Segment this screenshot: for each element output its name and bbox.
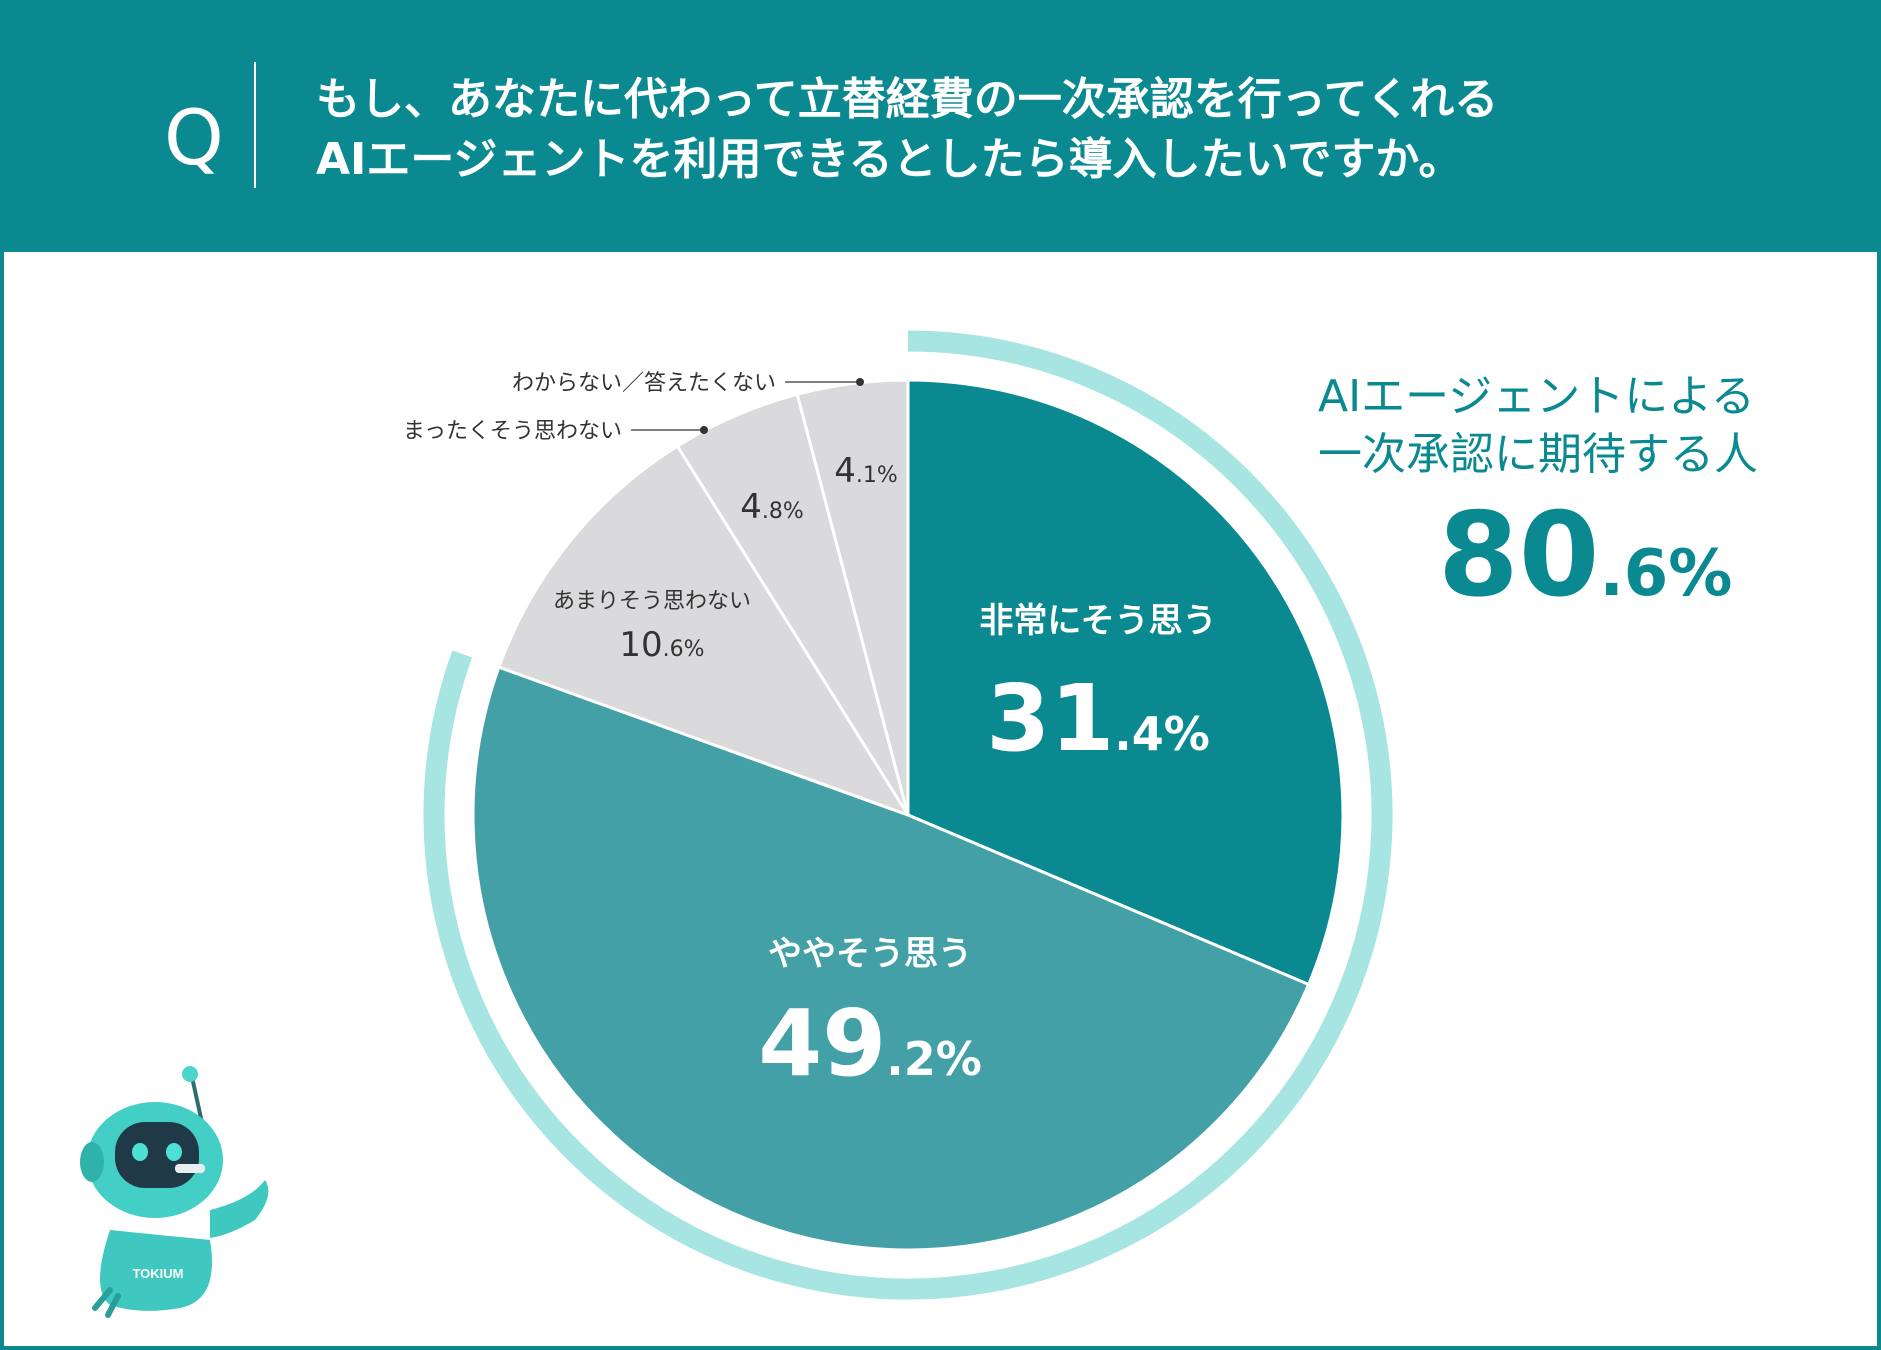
question-line-2: AIエージェントを利用できるとしたら導入したいですか。: [316, 134, 1463, 185]
slice-value: 4.1%: [834, 451, 898, 491]
callout-total: 80.6%: [1438, 498, 1838, 614]
callout-total-dec: .6%: [1599, 537, 1733, 611]
q-label: Q: [164, 93, 224, 182]
slice-label: ややそう思う: [768, 934, 972, 974]
highlight-ring: [423, 330, 1393, 1300]
pie-slice: [795, 378, 910, 817]
pie-slice: [471, 665, 1311, 1252]
slice-value: 31.4%: [986, 665, 1210, 772]
question-line-1: もし、あなたに代わって立替経費の一次承認を行ってくれる: [316, 74, 1499, 125]
leader-dot: [700, 426, 708, 434]
callout-line-1: AIエージェントによる: [1318, 371, 1755, 422]
slice-value: 10.6%: [619, 625, 704, 665]
slice-label: 非常にそう思う: [979, 601, 1216, 641]
leader-dot: [856, 378, 864, 386]
pie-slice: [906, 378, 1345, 986]
summary-callout: AIエージェントによる 一次承認に期待する人 80.6%: [1318, 368, 1838, 614]
slice-label: あまりそう思わない: [553, 589, 751, 614]
mascot-badge: TOKIUM: [132, 1266, 183, 1281]
outside-label: わからない／答えたくない: [512, 371, 776, 396]
pie-slice: [497, 444, 910, 817]
header-divider: [254, 62, 256, 188]
outside-label: まったくそう思わない: [403, 419, 622, 444]
slice-value: 49.2%: [758, 990, 982, 1097]
callout-total-int: 80: [1438, 488, 1600, 623]
slice-value: 4.8%: [740, 487, 804, 527]
callout-line-2: 一次承認に期待する人: [1318, 429, 1758, 480]
robot-mascot-icon: TOKIUM: [80, 1066, 269, 1318]
question-header: Q もし、あなたに代わって立替経費の一次承認を行ってくれる AIエージェントを利…: [0, 0, 1881, 252]
question-text: もし、あなたに代わって立替経費の一次承認を行ってくれる AIエージェントを利用で…: [316, 70, 1796, 190]
